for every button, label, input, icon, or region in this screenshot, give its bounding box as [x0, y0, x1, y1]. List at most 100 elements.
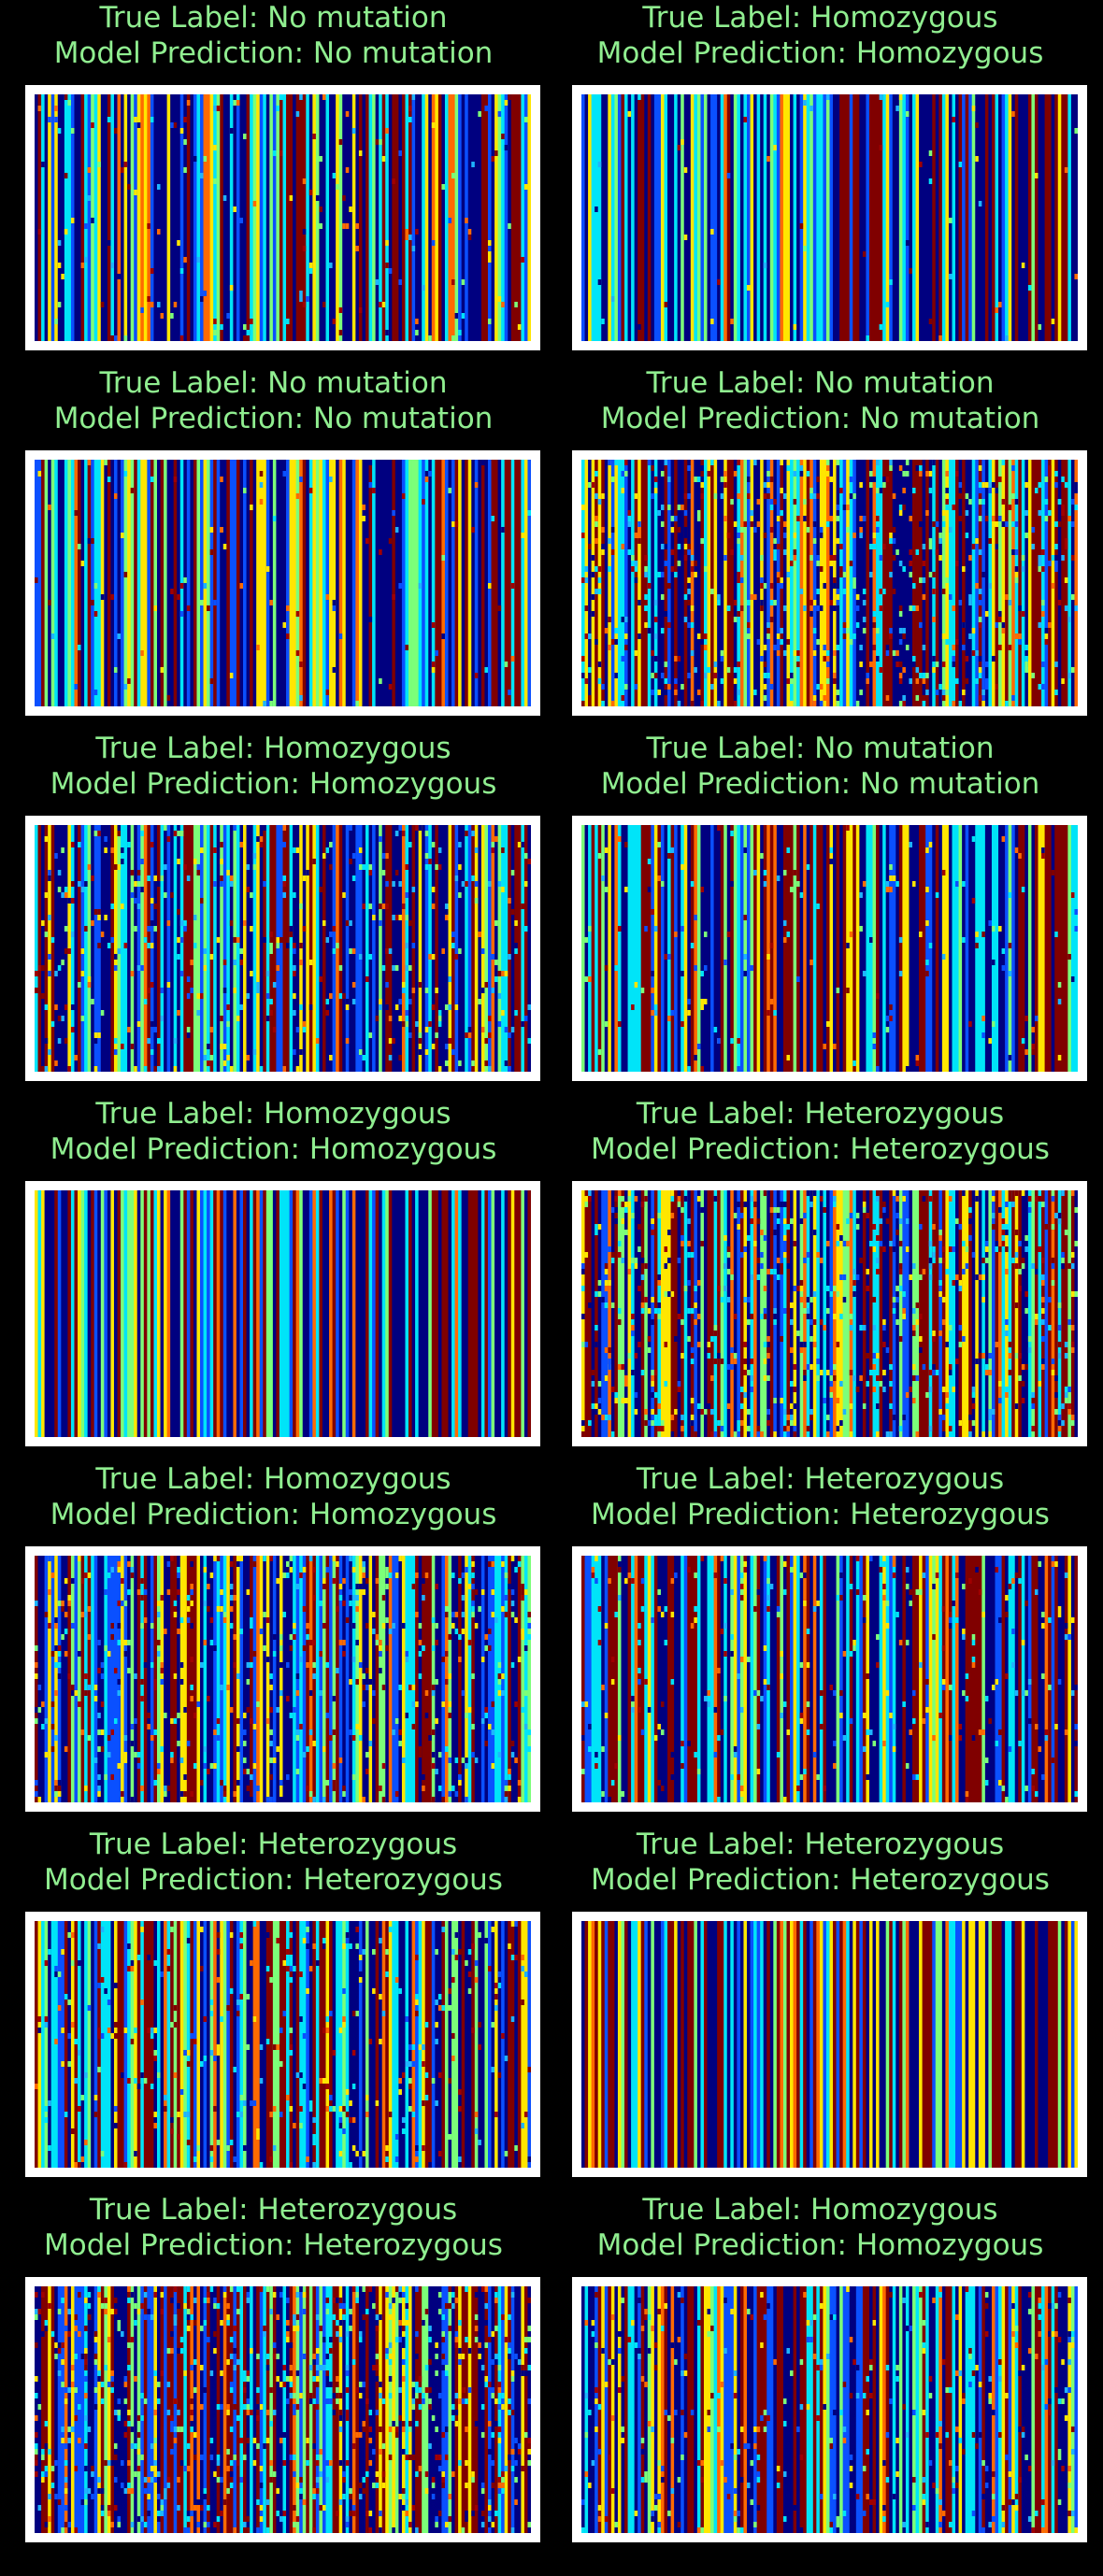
heatmap-cell	[147, 926, 150, 932]
heatmap-cell	[825, 471, 830, 477]
heatmap-column	[398, 1556, 403, 1802]
heatmap-cell	[812, 1230, 817, 1235]
heatmap-cell	[57, 1662, 62, 1668]
heatmap-column	[170, 1190, 175, 1437]
heatmap-cell	[64, 948, 68, 954]
heatmap-cell	[121, 859, 124, 864]
heatmap-cell	[737, 1224, 740, 1230]
heatmap-cell	[855, 701, 860, 706]
heatmap-column	[491, 460, 495, 706]
heatmap-cell	[1064, 1729, 1068, 1735]
heatmap-column	[984, 1556, 989, 1802]
heatmap-cell	[739, 527, 744, 533]
heatmap-cell	[971, 1252, 976, 1258]
heatmap-column	[250, 825, 254, 1072]
heatmap-cell	[889, 864, 893, 870]
heatmap-cell	[487, 1066, 492, 1072]
heatmap-cell	[222, 988, 227, 993]
heatmap-cell	[293, 943, 296, 948]
heatmap-cell	[497, 1752, 502, 1758]
heatmap-cell	[710, 460, 714, 465]
heatmap-cell	[355, 1595, 359, 1601]
heatmap-cell	[319, 1601, 322, 1606]
heatmap-cell	[398, 1556, 402, 1561]
heatmap-cell	[461, 881, 466, 887]
heatmap-cell	[696, 690, 701, 695]
model-prediction-text: Model Prediction: No mutation	[53, 36, 494, 70]
heatmap-column	[710, 1556, 714, 1802]
heatmap-column	[156, 1190, 161, 1437]
heatmap-column	[839, 1556, 844, 1802]
heatmap-cell	[597, 1224, 602, 1230]
heatmap-cell	[591, 555, 595, 561]
heatmap-cell	[608, 1280, 611, 1286]
heatmap-column	[441, 94, 446, 341]
heatmap-cell	[905, 1066, 910, 1072]
heatmap-cell	[696, 510, 701, 516]
heatmap-column	[216, 1556, 221, 1802]
heatmap-cell	[614, 673, 618, 678]
heatmap-column	[677, 460, 681, 706]
heatmap-cell	[723, 516, 727, 521]
heatmap-cell	[941, 954, 946, 960]
heatmap-column	[928, 94, 933, 341]
heatmap-cell	[1024, 533, 1028, 538]
heatmap-cell	[279, 1662, 283, 1668]
heatmap-cell	[651, 1420, 654, 1426]
heatmap-cell	[809, 555, 813, 561]
heatmap-cell	[203, 1763, 208, 1769]
heatmap-cell	[272, 150, 277, 156]
heatmap-cell	[710, 1409, 714, 1415]
heatmap-cell	[193, 859, 197, 864]
heatmap-column	[252, 460, 257, 706]
heatmap-cell	[743, 1392, 747, 1398]
heatmap-cell	[882, 1319, 886, 1325]
heatmap-cell	[687, 999, 691, 1004]
heatmap-cell	[322, 1623, 326, 1629]
heatmap-column	[932, 94, 937, 341]
heatmap-cell	[945, 1342, 949, 1347]
heatmap-cell	[166, 836, 171, 842]
heatmap-cell	[710, 1431, 714, 1437]
heatmap-cell	[610, 527, 615, 533]
heatmap-cell	[750, 965, 754, 971]
heatmap-cell	[130, 971, 135, 976]
heatmap-cell	[614, 628, 618, 633]
heatmap-cell	[222, 960, 227, 965]
heatmap-cell	[637, 94, 641, 100]
heatmap-column	[345, 460, 350, 706]
heatmap-column	[584, 94, 589, 341]
heatmap-column	[640, 460, 645, 706]
heatmap-cell	[892, 875, 896, 881]
heatmap-cell	[581, 1769, 585, 1774]
heatmap-cell	[252, 1049, 257, 1055]
heatmap-column	[889, 1556, 894, 1802]
heatmap-column	[604, 1556, 609, 1802]
heatmap-column	[591, 1556, 595, 1802]
heatmap-cell	[349, 825, 352, 831]
heatmap-cell	[683, 544, 688, 549]
heatmap-cell	[726, 667, 731, 673]
heatmap-cell	[1021, 1398, 1025, 1403]
heatmap-cell	[398, 999, 402, 1004]
heatmap-column	[50, 460, 55, 706]
heatmap-cell	[885, 881, 890, 887]
heatmap-column	[226, 1556, 231, 1802]
heatmap-cell	[978, 499, 982, 505]
heatmap-column	[747, 1556, 751, 1802]
heatmap-column	[879, 1190, 883, 1437]
heatmap-column	[895, 460, 900, 706]
heatmap-column	[93, 825, 98, 1072]
heatmap-column	[1011, 460, 1016, 706]
true-label-text: True Label: Homozygous	[95, 1097, 451, 1131]
heatmap-cell	[793, 1364, 797, 1370]
heatmap-cell	[882, 1246, 886, 1252]
heatmap-cell	[156, 881, 161, 887]
heatmap-cell	[203, 1746, 208, 1752]
heatmap-cell	[250, 892, 253, 898]
heatmap-cell	[895, 1286, 899, 1291]
heatmap-column	[517, 1190, 522, 1437]
heatmap-cell	[213, 881, 217, 887]
heatmap-column	[338, 825, 343, 1072]
heatmap-cell	[793, 1387, 797, 1392]
